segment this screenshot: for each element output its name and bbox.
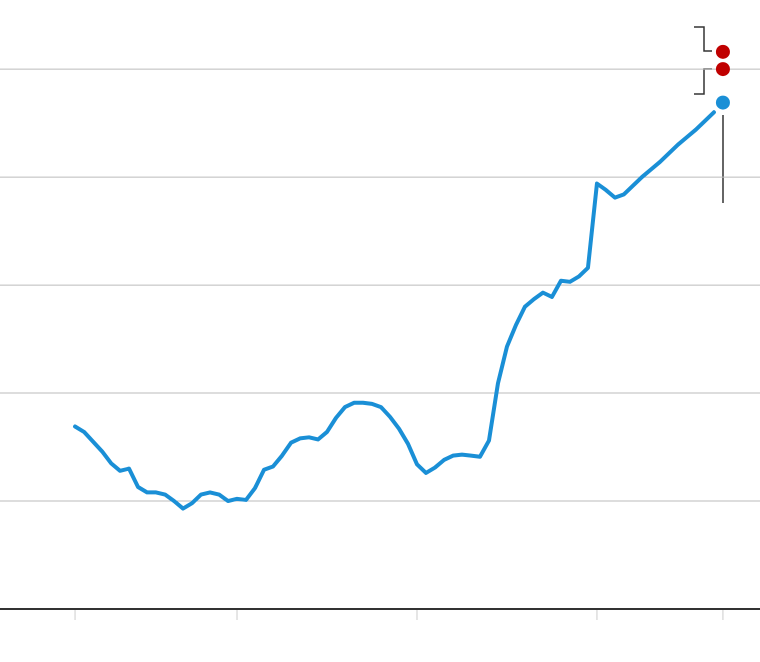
point [715, 44, 730, 59]
point [715, 95, 730, 110]
bracket [694, 26, 712, 52]
line [73, 110, 716, 511]
point [715, 62, 730, 77]
bracket [694, 68, 712, 95]
